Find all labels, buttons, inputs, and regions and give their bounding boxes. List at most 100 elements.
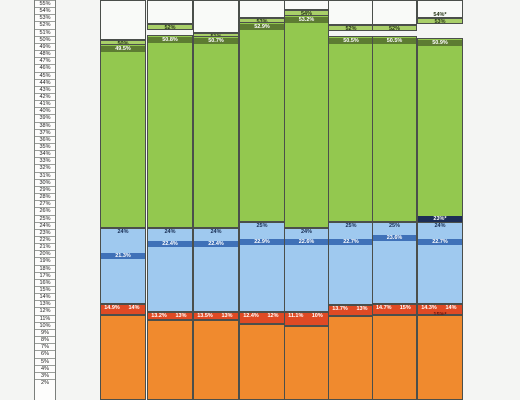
scale-label: 23% — [39, 229, 51, 236]
red-right-label: 14% — [445, 305, 457, 311]
blue-mid-label: 22.6% — [285, 239, 328, 245]
green-mid-label: 53.2% — [285, 17, 328, 23]
scale-label: 42% — [39, 93, 51, 100]
scale-row: 14% — [35, 293, 55, 300]
orange-segment — [417, 315, 463, 400]
scale-row: 32% — [35, 164, 55, 171]
blue-mid-label: 22.9% — [240, 239, 284, 245]
column-header-space — [372, 0, 417, 25]
red-band: 14.9% 14% — [100, 304, 146, 315]
scale-row: 23% — [35, 228, 55, 236]
scale-row: 44% — [35, 78, 55, 86]
red-band: 13.7% 13% — [328, 305, 374, 316]
scale-label: 43% — [39, 86, 51, 93]
scale-row: 55% — [35, 0, 55, 7]
scale-label: 39% — [39, 115, 51, 122]
scale-row: 24% — [35, 221, 55, 229]
green-mid-label: 50.7% — [194, 38, 238, 44]
blue-mid-label: 23.6% — [373, 235, 416, 241]
blue-mid-label: 22.7% — [418, 239, 462, 245]
scale-label: 29% — [39, 186, 51, 193]
green-mid-label: 50.5% — [373, 38, 416, 44]
green-mid-label: 50.8% — [148, 37, 192, 43]
blue-segment: 24% 22.6% — [284, 228, 329, 312]
scale-row: 11% — [35, 314, 55, 322]
column-header-space — [417, 0, 463, 18]
green-top-label: 53% — [434, 19, 446, 25]
scale-label: 32% — [39, 165, 51, 172]
green-top-label: 52% — [388, 26, 400, 32]
blue-segment: 24% 21.3% — [100, 228, 146, 304]
scale-label: 55% — [39, 1, 51, 7]
scale-label: 7% — [41, 344, 49, 351]
scale-row: 41% — [35, 100, 55, 107]
blue-top-label: 25% — [388, 223, 400, 229]
red-right-label: 13% — [221, 313, 233, 319]
scale-row: 17% — [35, 271, 55, 279]
red-band: 14.7% 15% — [372, 304, 417, 315]
scale-label: 49% — [39, 43, 51, 50]
red-left-label: 14.9% — [104, 305, 120, 311]
scale-row: 30% — [35, 178, 55, 186]
blue-mid-label: 22.4% — [148, 241, 192, 247]
scale-row: 26% — [35, 207, 55, 214]
green-main: 50.9% — [417, 38, 463, 222]
scale-label: 8% — [41, 337, 49, 344]
green-mid-label: 49.5% — [101, 46, 145, 52]
green-cap: 52% — [328, 25, 374, 32]
scale-row: 54% — [35, 7, 55, 14]
red-band: 11.1% 10% — [284, 312, 329, 326]
scale-label: 25% — [39, 215, 51, 222]
blue-segment: 25% 22.7% — [328, 222, 374, 305]
red-right-label: 14% — [128, 305, 140, 311]
red-left-label: 13.5% — [197, 313, 213, 319]
scale-label: 34% — [39, 151, 51, 158]
scale-row: 35% — [35, 143, 55, 150]
scale-label: 36% — [39, 136, 51, 143]
orange-segment — [100, 315, 146, 400]
red-left-label: 14.3% — [421, 305, 437, 311]
blue-top-label: 24% — [164, 229, 176, 235]
scale-label: 9% — [41, 329, 49, 336]
red-right-label: 12% — [267, 313, 279, 319]
scale-row: 28% — [35, 193, 55, 200]
scale-row: 39% — [35, 114, 55, 121]
red-band: 13.2% 13% — [147, 312, 193, 320]
scale-label: 52% — [39, 22, 51, 29]
column-header-space — [100, 0, 146, 40]
green-cap: 52% — [372, 25, 417, 32]
scale-label: 26% — [39, 208, 51, 215]
scale-label: 30% — [39, 179, 51, 186]
blue-mid-label: 22.7% — [329, 239, 373, 245]
green-top-label: 52% — [164, 25, 176, 31]
scale-label: 46% — [39, 65, 51, 72]
scale-label: 14% — [39, 294, 51, 301]
red-right-label: 10% — [311, 313, 323, 319]
column-4: 53%52.9%25%22.9%12.4%12% — [239, 0, 285, 400]
scale-row: 10% — [35, 321, 55, 329]
scale-row: 5% — [35, 357, 55, 365]
column-1: 50%49.5%24%21.3%14.9%14% — [100, 0, 146, 400]
scale-label: 15% — [39, 287, 51, 293]
scale-label: 17% — [39, 272, 51, 279]
scale-label: 50% — [39, 36, 51, 43]
scale-row: 48% — [35, 50, 55, 57]
green-top-label: 54% — [300, 11, 312, 17]
green-main: 50.5% — [372, 36, 417, 222]
scale-row: 3% — [35, 371, 55, 379]
green-main: 50.7% — [193, 36, 239, 228]
scale-label: 35% — [39, 144, 51, 150]
scale-row: 2% — [35, 378, 55, 386]
scale-label: 6% — [41, 351, 49, 358]
green-mid-label: 50.5% — [329, 38, 373, 44]
scale-row: 25% — [35, 214, 55, 222]
blue-segment: 24% 22.4% — [193, 228, 239, 312]
column-header-space — [284, 0, 329, 10]
scale-row: 40% — [35, 107, 55, 114]
orange-segment — [193, 320, 239, 400]
scale-label: 51% — [39, 29, 51, 36]
scale-label: 11% — [39, 315, 51, 322]
green-mid-label: 50.9% — [418, 40, 462, 46]
column-3: 51%50.7%24%22.4%13.5%13% — [193, 0, 239, 400]
